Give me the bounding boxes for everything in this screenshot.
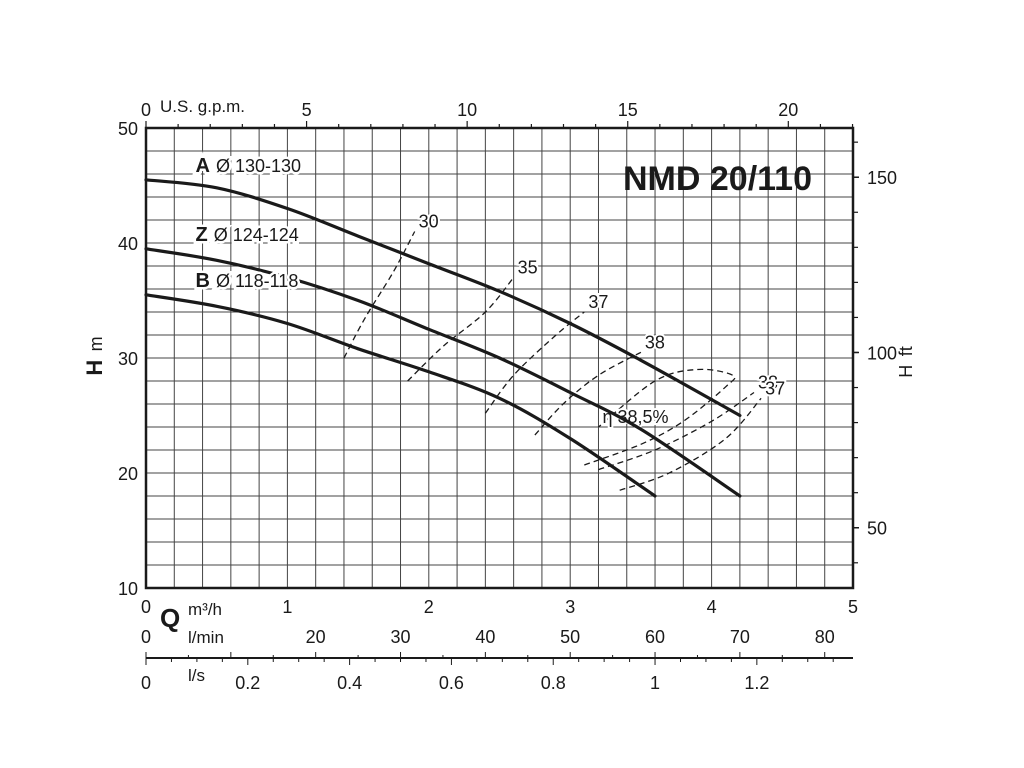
head-curve (144, 247, 742, 498)
x-axis-label-q: Q (160, 603, 180, 633)
x-tick-label: 0 (141, 597, 151, 617)
efficiency-label: 37 (765, 378, 785, 398)
gpm-tick-label: 15 (618, 100, 638, 120)
y-tick-label: 50 (118, 119, 138, 139)
efficiency-label: η 38,5% (602, 407, 668, 427)
curve-label-diameter: Ø 130-130 (216, 156, 301, 176)
x-tick-label: 2 (424, 597, 434, 617)
y2-tick-label: 50 (867, 519, 887, 539)
head-curves: A Ø 130-130 Z Ø 124-124 B Ø 118-118 (144, 152, 742, 498)
curve-label: B Ø 118-118 (195, 270, 298, 292)
efficiency-label: 38 (758, 373, 778, 393)
x-tick-label: 4 (707, 597, 717, 617)
y-tick-label: 20 (118, 464, 138, 484)
gpm-axis-label: U.S. g.p.m. (160, 97, 245, 116)
ls-tick-label: 0.8 (541, 673, 566, 693)
grid (146, 128, 853, 588)
ls-tick-label: 0.2 (235, 673, 260, 693)
head-curve (144, 178, 742, 418)
lmin-tick-label: 60 (645, 627, 665, 647)
curve-label-letter: A (195, 155, 209, 177)
head-curve (144, 293, 657, 498)
y-tick-label: 30 (118, 349, 138, 369)
efficiency-curve (619, 397, 762, 491)
y-axis-label: H m (82, 336, 107, 375)
y2-axis-label: H ft (896, 346, 916, 377)
curve-label-letter: B (195, 270, 209, 292)
efficiency-curve (598, 391, 755, 471)
efficiency-curve (534, 351, 642, 436)
curve-label-diameter: Ø 124-124 (214, 225, 299, 245)
ls-tick-label: 0.4 (337, 673, 362, 693)
y-tick-label: 10 (118, 579, 138, 599)
efficiency-label: 38 (645, 332, 665, 352)
ls-axis-label: l/s (188, 666, 205, 685)
lmin-axis-label: l/min (188, 628, 224, 647)
efficiency-curve (343, 231, 416, 359)
x-axis-unit: m³/h (188, 600, 222, 619)
lmin-tick-label: 0 (141, 627, 151, 647)
y-axis-label-unit: m (86, 336, 106, 351)
lmin-tick-label: 30 (391, 627, 411, 647)
gpm-tick-label: 0 (141, 100, 151, 120)
y-tick-label: 40 (118, 234, 138, 254)
curve-label-letter: Z (195, 224, 207, 246)
chart-title: NMD 20/110 (623, 160, 812, 198)
ls-tick-label: 0.6 (439, 673, 464, 693)
efficiency-label: 35 (518, 258, 538, 278)
efficiency-curve (584, 368, 736, 466)
efficiency-curve (407, 277, 515, 382)
gpm-tick-label: 10 (457, 100, 477, 120)
y2-axis-label-unit: ft (896, 346, 916, 356)
x-tick-label: 1 (282, 597, 292, 617)
lmin-tick-label: 40 (475, 627, 495, 647)
x-tick-label: 5 (848, 597, 858, 617)
y2-tick-label: 100 (867, 343, 897, 363)
ls-tick-label: 1.2 (744, 673, 769, 693)
ls-tick-label: 0 (141, 673, 151, 693)
efficiency-label: 37 (588, 292, 608, 312)
lmin-tick-label: 20 (306, 627, 326, 647)
curve-label: Z Ø 124-124 (195, 224, 298, 246)
y2-axis-label-symbol: H (896, 365, 916, 378)
curve-label: A Ø 130-130 (195, 155, 301, 177)
lmin-tick-label: 70 (730, 627, 750, 647)
lmin-tick-label: 80 (815, 627, 835, 647)
y-axis-label-symbol: H (82, 360, 107, 376)
curve-label-diameter: Ø 118-118 (216, 271, 298, 291)
gpm-tick-label: 20 (778, 100, 798, 120)
y2-tick-label: 150 (867, 168, 897, 188)
x-tick-label: 3 (565, 597, 575, 617)
gpm-tick-label: 5 (302, 100, 312, 120)
ls-tick-label: 1 (650, 673, 660, 693)
lmin-tick-label: 50 (560, 627, 580, 647)
efficiency-label: 30 (419, 212, 439, 232)
